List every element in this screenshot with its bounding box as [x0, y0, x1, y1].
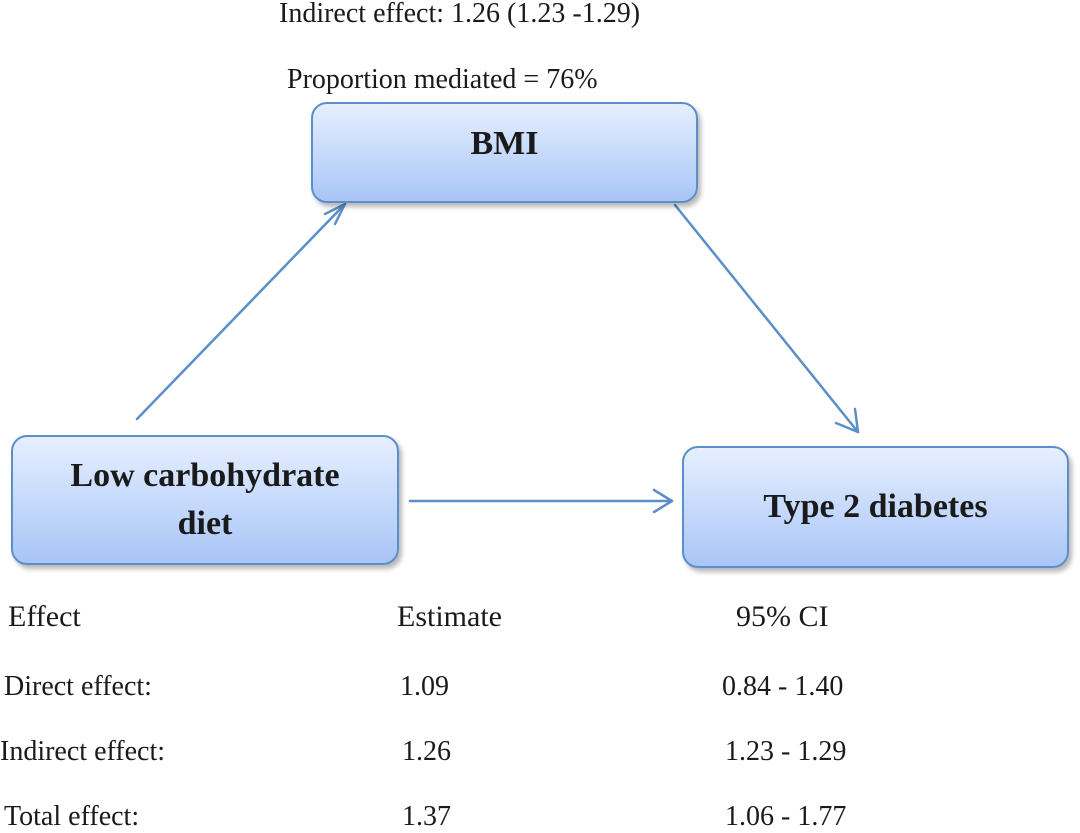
row-direct-effect: Direct effect: — [4, 671, 152, 702]
arrow-bmi-to-diabetes — [673, 203, 860, 434]
node-type-2-diabetes: Type 2 diabetes — [682, 446, 1069, 568]
node-diet-label: Low carbohydrate diet — [70, 457, 340, 542]
node-low-carbohydrate-diet: Low carbohydrate diet — [11, 435, 399, 565]
arrow-diet-to-bmi — [135, 202, 347, 421]
row-indirect-effect: Indirect effect: — [0, 736, 166, 767]
row-indirect-estimate: 1.26 — [402, 736, 451, 767]
row-total-estimate: 1.37 — [402, 801, 451, 832]
row-total-effect: Total effect: — [4, 801, 140, 832]
header-ci: 95% CI — [736, 600, 829, 633]
indirect-effect-summary: Indirect effect: 1.26 (1.23 -1.29) — [279, 0, 641, 29]
node-bmi: BMI — [311, 102, 698, 203]
row-indirect-ci: 1.23 - 1.29 — [725, 736, 847, 767]
header-estimate: Estimate — [397, 600, 502, 633]
row-total-ci: 1.06 - 1.77 — [725, 801, 847, 832]
row-direct-estimate: 1.09 — [400, 671, 449, 702]
arrow-diet-to-diabetes — [408, 488, 674, 514]
node-bmi-label: BMI — [470, 124, 539, 162]
row-direct-ci: 0.84 - 1.40 — [722, 671, 844, 702]
proportion-mediated-label: Proportion mediated = 76% — [287, 64, 598, 95]
node-diabetes-label: Type 2 diabetes — [763, 488, 988, 525]
header-effect: Effect — [8, 600, 81, 633]
